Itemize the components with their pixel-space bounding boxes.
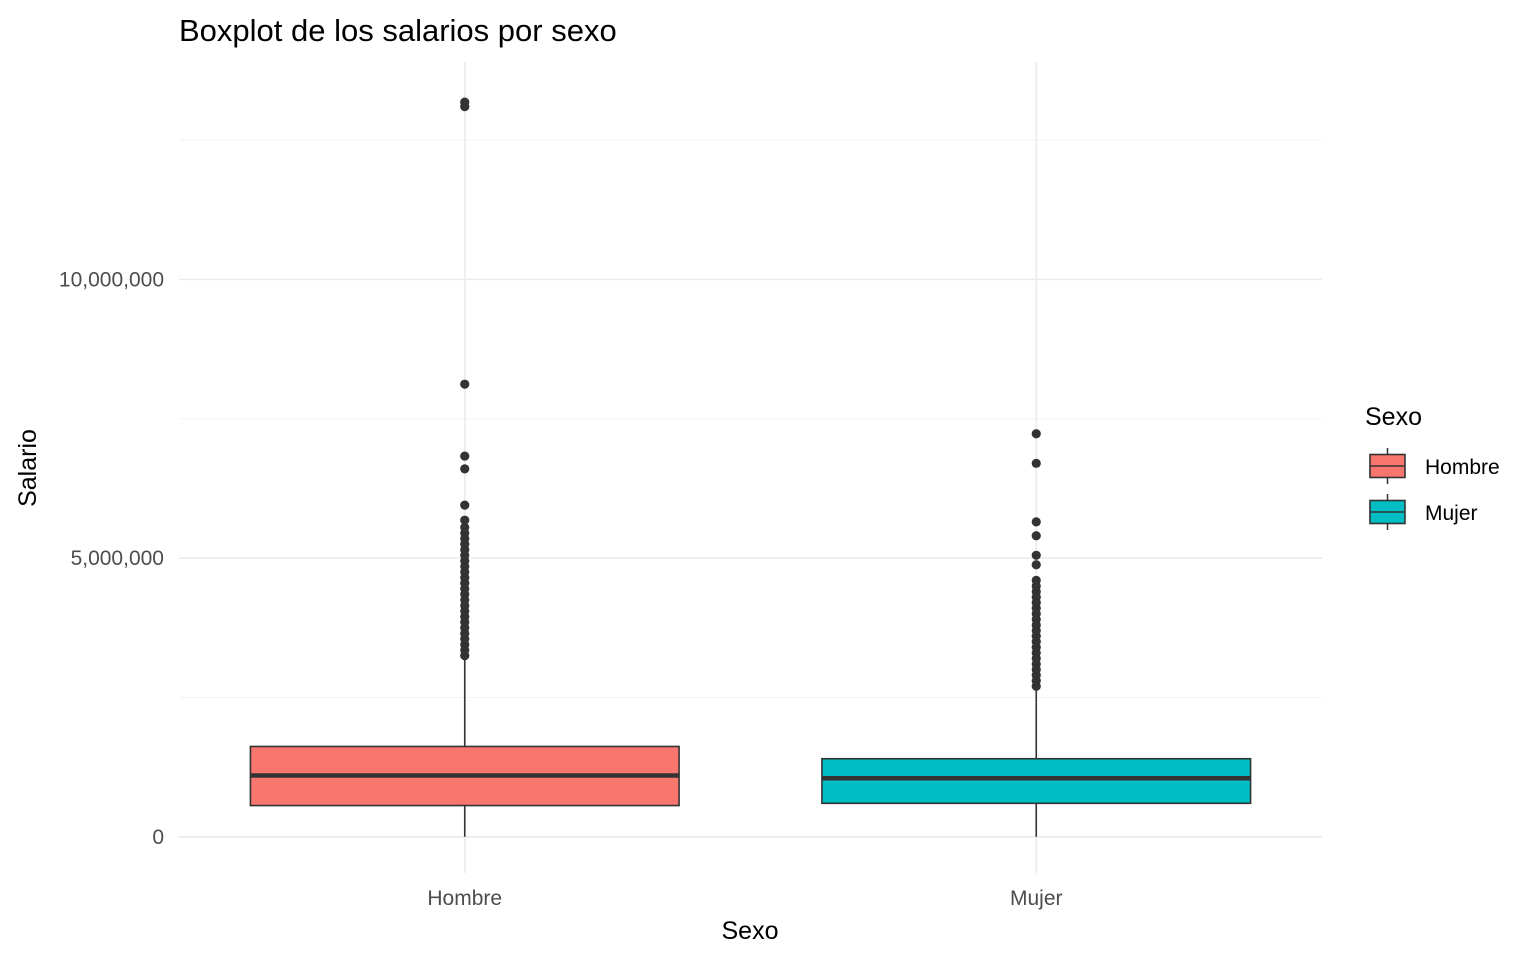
box-mujer <box>821 429 1252 837</box>
outlier-point <box>1031 575 1041 585</box>
outlier-point <box>460 379 470 389</box>
y-tick-label: 5,000,000 <box>71 547 164 570</box>
grid <box>179 62 1322 873</box>
legend: Sexo Hombre Mujer <box>1365 403 1500 530</box>
outlier-point <box>1031 458 1041 468</box>
outlier-point <box>460 97 470 107</box>
box-hombre <box>249 97 680 837</box>
legend-title: Sexo <box>1365 403 1422 431</box>
x-tick-label: Hombre <box>427 887 502 910</box>
legend-item-hombre: Hombre <box>1369 448 1500 484</box>
outlier-point <box>1031 560 1041 570</box>
outlier-point <box>460 500 470 510</box>
outlier-point <box>460 464 470 474</box>
outlier-point <box>1031 429 1041 439</box>
x-tick-label: Mujer <box>1010 887 1063 910</box>
legend-label: Mujer <box>1425 502 1478 525</box>
x-axis-ticks: Hombre Mujer <box>427 887 1062 910</box>
y-tick-label: 0 <box>152 826 164 849</box>
boxes <box>249 97 1252 837</box>
legend-item-mujer: Mujer <box>1369 494 1478 530</box>
x-axis-title: Sexo <box>722 917 779 945</box>
outlier-point <box>1031 550 1041 560</box>
outlier-point <box>460 515 470 525</box>
y-axis-ticks: 0 5,000,000 10,000,000 <box>59 268 164 848</box>
box-iqr <box>821 757 1252 805</box>
chart-title: Boxplot de los salarios por sexo <box>179 13 617 48</box>
outlier-point <box>1031 531 1041 541</box>
y-tick-label: 10,000,000 <box>59 268 164 291</box>
outlier-point <box>460 451 470 461</box>
outlier-point <box>1031 517 1041 527</box>
outlier-point <box>460 522 470 533</box>
legend-label: Hombre <box>1425 456 1500 479</box>
y-axis-title: Salario <box>14 429 42 507</box>
